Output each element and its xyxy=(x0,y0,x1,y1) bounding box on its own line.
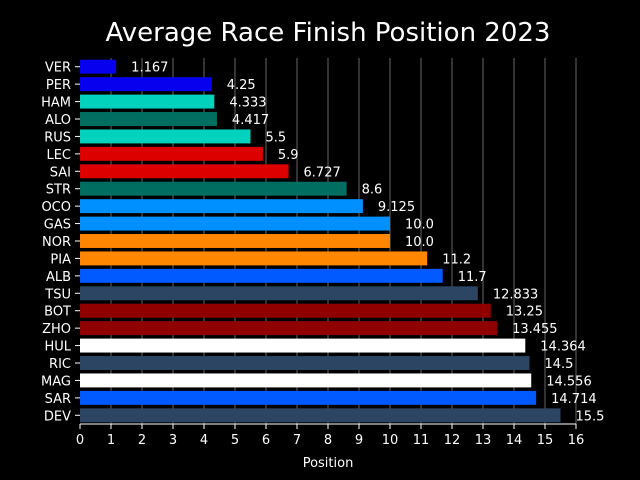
x-axis-label: Position xyxy=(303,456,354,471)
value-label-nor: 10.0 xyxy=(405,235,434,250)
value-label-gas: 10.0 xyxy=(405,218,434,233)
y-tick-label-mag: MAG xyxy=(41,374,71,389)
bar-gas xyxy=(80,216,390,231)
bar-lec xyxy=(80,146,263,161)
bar-mag xyxy=(80,373,532,388)
x-tick-label: 5 xyxy=(231,433,239,448)
bars xyxy=(80,59,561,423)
y-tick-label-sar: SAR xyxy=(45,392,71,407)
y-tick-label-ham: HAM xyxy=(41,96,71,111)
bar-bot xyxy=(80,303,491,318)
value-label-oco: 9.125 xyxy=(378,200,415,215)
bar-nor xyxy=(80,234,390,248)
y-tick-label-rus: RUS xyxy=(44,130,71,145)
x-tick-label: 7 xyxy=(293,433,301,448)
value-labels: 1.167 4.25 4.333 4.417 5.5 5.9 6.727 8.6 9.125 10… xyxy=(131,61,604,425)
value-label-mag: 14.556 xyxy=(546,374,592,389)
value-label-ric: 14.5 xyxy=(545,357,574,372)
bar-sar xyxy=(80,390,537,405)
bar-ham xyxy=(80,94,215,109)
value-label-per: 4.25 xyxy=(227,78,256,93)
x-tick-label: 4 xyxy=(200,433,208,448)
bar-oco xyxy=(80,199,363,214)
x-tick-label: 0 xyxy=(76,433,84,448)
y-tick-label-ric: RIC xyxy=(49,357,71,372)
value-label-alb: 11.7 xyxy=(458,270,487,285)
y-tick-label-bot: BOT xyxy=(44,305,71,320)
x-tick-label: 10 xyxy=(382,433,399,448)
bar-hul xyxy=(80,338,526,353)
y-tick-label-str: STR xyxy=(46,183,71,198)
x-tick-label: 3 xyxy=(169,433,177,448)
bar-ric xyxy=(80,356,530,370)
value-label-ver: 1.167 xyxy=(131,61,168,76)
bar-per xyxy=(80,77,212,92)
value-label-lec: 5.9 xyxy=(278,148,299,163)
value-label-sar: 14.714 xyxy=(551,392,597,407)
bar-tsu xyxy=(80,286,478,301)
y-tick-label-ver: VER xyxy=(45,61,71,76)
y-tick-label-lec: LEC xyxy=(46,148,71,163)
x-tick-label: 9 xyxy=(355,433,363,448)
value-label-ham: 4.333 xyxy=(229,96,266,111)
x-tick-label: 6 xyxy=(262,433,270,448)
bar-alb xyxy=(80,268,443,283)
y-tick-label-oco: OCO xyxy=(41,200,71,215)
x-tick-label: 8 xyxy=(324,433,332,448)
y-tick-label-hul: HUL xyxy=(44,340,71,355)
bar-dev xyxy=(80,408,561,423)
bar-zho xyxy=(80,321,498,336)
bar-str xyxy=(80,181,347,196)
x-tick-label: 14 xyxy=(506,433,523,448)
value-label-dev: 15.5 xyxy=(576,409,605,424)
x-axis: 0 1 2 3 4 5 6 7 8 9 10 11 12 13 14 15 16 xyxy=(76,423,585,448)
y-tick-label-zho: ZHO xyxy=(42,322,71,337)
x-tick-label: 12 xyxy=(444,433,461,448)
x-tick-label: 15 xyxy=(537,433,554,448)
value-label-alo: 4.417 xyxy=(232,113,269,128)
x-tick-label: 11 xyxy=(413,433,430,448)
value-label-bot: 13.25 xyxy=(506,305,543,320)
chart-title: Average Race Finish Position 2023 xyxy=(106,18,551,48)
y-tick-label-pia: PIA xyxy=(50,252,71,267)
x-tick-label: 1 xyxy=(107,433,115,448)
x-tick-label: 13 xyxy=(475,433,492,448)
value-label-hul: 14.364 xyxy=(540,340,586,355)
bar-alo xyxy=(80,112,217,126)
value-label-sai: 6.727 xyxy=(304,165,341,180)
y-tick-label-dev: DEV xyxy=(44,409,71,424)
bar-pia xyxy=(80,251,428,266)
y-tick-label-gas: GAS xyxy=(44,218,71,233)
bar-sai xyxy=(80,164,289,179)
y-tick-label-nor: NOR xyxy=(42,235,71,250)
value-label-zho: 13.455 xyxy=(512,322,558,337)
x-tick-label: 16 xyxy=(568,433,585,448)
y-tick-label-alo: ALO xyxy=(45,113,71,128)
value-label-rus: 5.5 xyxy=(266,130,287,145)
bar-ver xyxy=(80,59,117,74)
y-tick-label-tsu: TSU xyxy=(44,287,71,302)
value-label-str: 8.6 xyxy=(362,183,383,198)
y-axis: VER PER HAM ALO RUS LEC SAI STR OCO GAS NOR PIA ALB T… xyxy=(41,61,80,424)
bar-rus xyxy=(80,129,251,144)
y-tick-label-per: PER xyxy=(46,78,71,93)
value-label-pia: 11.2 xyxy=(442,252,471,267)
x-tick-label: 2 xyxy=(138,433,146,448)
value-label-tsu: 12.833 xyxy=(493,287,539,302)
y-tick-label-sai: SAI xyxy=(50,165,71,180)
y-tick-label-alb: ALB xyxy=(46,270,71,285)
